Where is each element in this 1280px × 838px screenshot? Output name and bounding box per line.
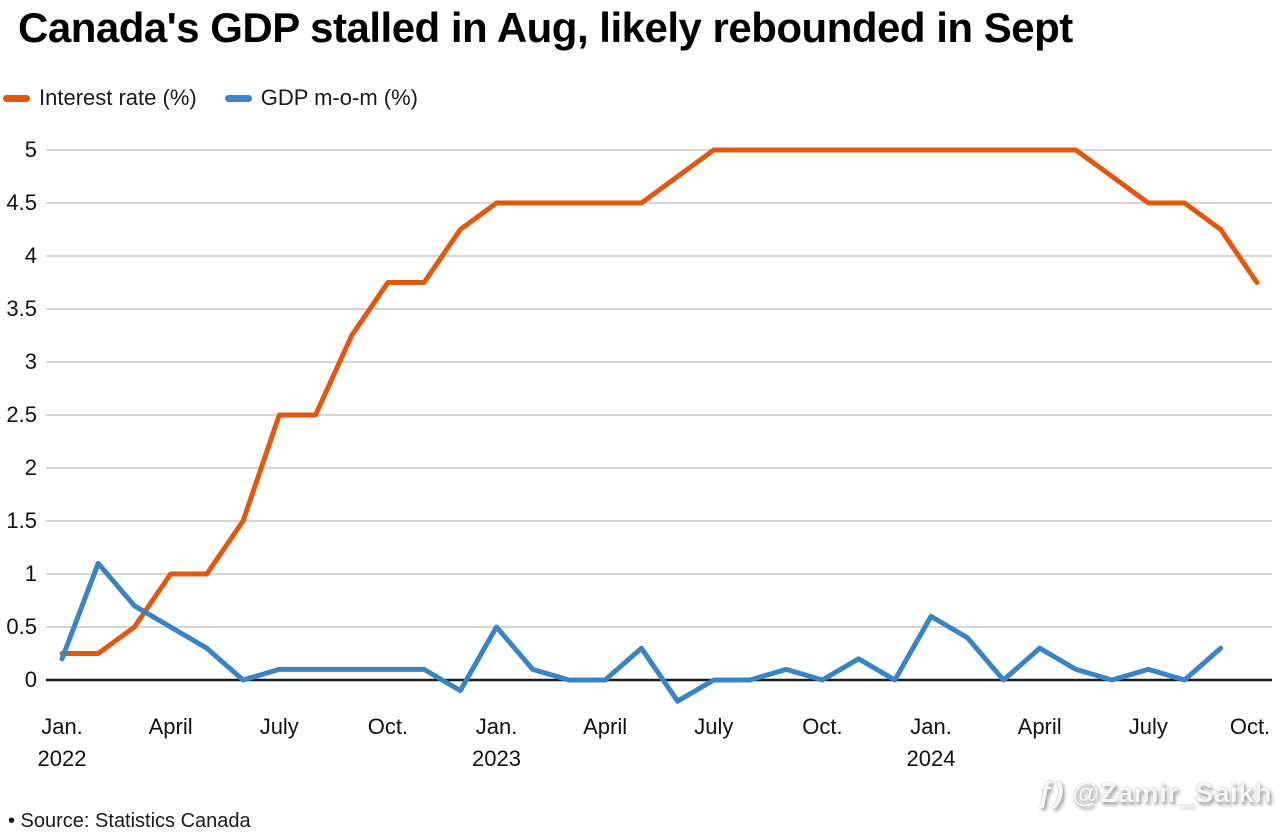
x-tick-label: July [694, 714, 734, 739]
y-tick-label: 0 [24, 667, 37, 692]
watermark: ƒ) @Zamir_Saikh [1036, 776, 1272, 810]
x-tick-label: Jan. [475, 714, 518, 739]
x-tick-year-label: 2022 [37, 746, 87, 771]
y-tick-label: 1.5 [6, 508, 37, 533]
y-tick-label: 4 [24, 243, 37, 268]
series-line-gdp [59, 560, 1224, 704]
interest-rate-line-swatch-icon [3, 94, 30, 102]
legend-label-interest-rate: Interest rate (%) [39, 85, 197, 110]
y-tick-label: 1 [24, 561, 37, 586]
y-tick-label: 4.5 [6, 190, 37, 215]
x-tick-label: April [583, 714, 628, 739]
threads-icon: ƒ) [1036, 776, 1065, 809]
x-tick-label: April [148, 714, 193, 739]
x-tick-label: July [1128, 714, 1168, 739]
chart-legend: Interest rate (%) GDP m-o-m (%) [3, 85, 418, 111]
y-tick-label: 5 [24, 137, 37, 162]
legend-label-gdp: GDP m-o-m (%) [260, 85, 418, 110]
x-tick-year-label: 2024 [906, 746, 956, 771]
y-tick-label: 3 [24, 349, 37, 374]
y-tick-label: 0.5 [6, 614, 37, 639]
gdp-line-swatch-icon [224, 94, 252, 102]
source-note: • Source: Statistics Canada [8, 810, 251, 832]
x-tick-label: Oct. [1229, 714, 1271, 739]
watermark-handle: @Zamir_Saikh [1072, 777, 1272, 808]
y-tick-label: 2 [24, 455, 37, 480]
x-tick-label: Oct. [802, 714, 843, 739]
x-tick-label: Oct. [367, 714, 409, 739]
x-tick-label: Jan. [910, 714, 952, 739]
x-tick-year-label: 2023 [472, 746, 521, 771]
x-tick-label: July [259, 714, 299, 739]
legend-item-gdp: GDP m-o-m (%) [224, 85, 418, 111]
chart-title: Canada's GDP stalled in Aug, likely rebo… [18, 4, 1073, 51]
x-tick-label: Jan. [41, 714, 83, 739]
y-tick-label: 2.5 [6, 402, 37, 427]
legend-item-interest-rate: Interest rate (%) [3, 85, 197, 111]
x-tick-label: April [1017, 714, 1062, 739]
y-tick-label: 3.5 [6, 296, 37, 321]
series-line-interest-rate [59, 147, 1260, 656]
